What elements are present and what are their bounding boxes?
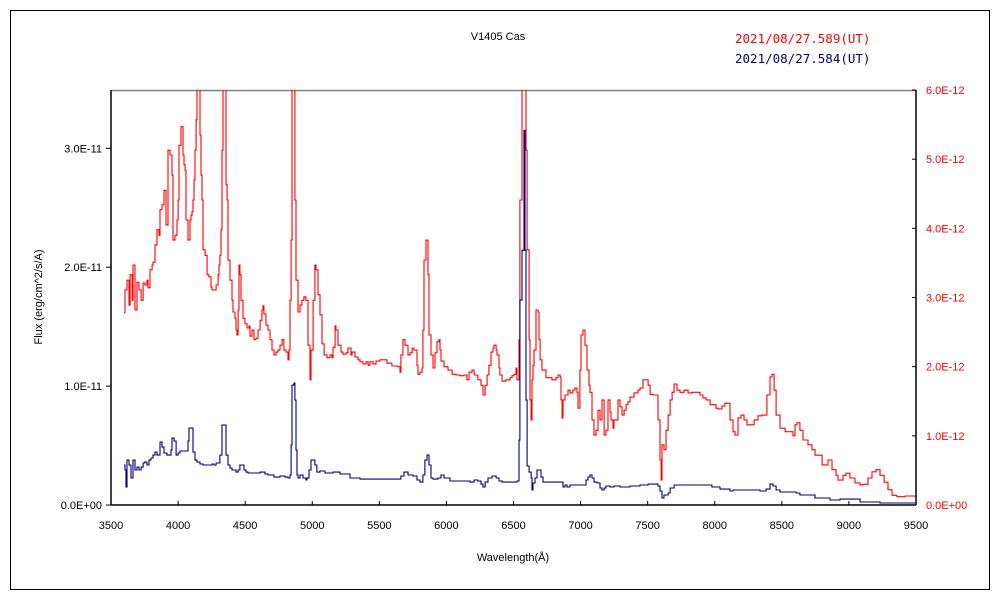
y-left-tick-label: 2.0E-11 bbox=[64, 262, 102, 274]
x-tick-label: 9500 bbox=[904, 520, 928, 532]
legend-entry-series-2: 2021/08/27.584(UT) bbox=[735, 51, 870, 66]
x-tick-label: 6500 bbox=[501, 520, 525, 532]
x-tick-label: 6000 bbox=[434, 520, 458, 532]
y-left-tick-label: 1.0E-11 bbox=[64, 381, 102, 393]
y-right-tick-label: 5.0E-12 bbox=[926, 154, 965, 166]
chart-title: V1405 Cas bbox=[471, 31, 526, 43]
x-tick-label: 9000 bbox=[837, 520, 861, 532]
legend-entry-series-1: 2021/08/27.589(UT) bbox=[735, 31, 870, 46]
chart-frame bbox=[10, 10, 990, 590]
x-tick-label: 4500 bbox=[233, 520, 257, 532]
x-tick-label: 4000 bbox=[166, 520, 190, 532]
y-axis-label: Flux (erg/cm^2/s/A) bbox=[33, 249, 45, 344]
x-tick-label: 8500 bbox=[770, 520, 794, 532]
x-axis-label: Wavelength(Å) bbox=[477, 551, 549, 564]
y-left-tick-label: 3.0E-11 bbox=[64, 143, 102, 155]
y-right-tick-label: 6.0E-12 bbox=[926, 85, 965, 97]
x-tick-label: 5000 bbox=[300, 520, 324, 532]
x-tick-label: 7000 bbox=[568, 520, 592, 532]
x-tick-label: 8000 bbox=[703, 520, 727, 532]
x-tick-label: 5500 bbox=[367, 520, 391, 532]
series-line-1 bbox=[124, 90, 916, 498]
y-right-tick-label: 4.0E-12 bbox=[926, 223, 965, 235]
y-right-tick-label: 2.0E-12 bbox=[926, 362, 965, 374]
y-left-tick-label: 0.0E+00 bbox=[61, 500, 102, 512]
series-line-2 bbox=[124, 129, 916, 504]
y-right-tick-label: 0.0E+00 bbox=[926, 500, 967, 512]
y-right-tick-label: 3.0E-12 bbox=[926, 293, 965, 305]
x-tick-label: 3500 bbox=[99, 520, 123, 532]
y-right-tick-label: 1.0E-12 bbox=[926, 431, 965, 443]
x-tick-label: 7500 bbox=[635, 520, 659, 532]
